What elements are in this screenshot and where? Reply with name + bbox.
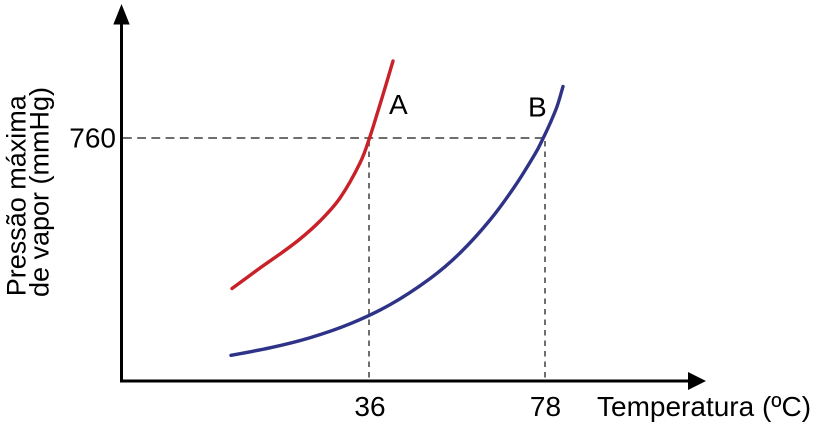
svg-text:Temperatura (ºC): Temperatura (ºC)	[597, 391, 811, 422]
svg-text:760: 760	[69, 123, 116, 154]
svg-text:Pressão máxima de vapor (m: Pressão máxima de vapor (mmHg)	[2, 87, 55, 297]
svg-text:78: 78	[530, 391, 561, 422]
svg-text:A: A	[389, 89, 408, 120]
svg-text:36: 36	[354, 391, 385, 422]
svg-text:B: B	[528, 92, 547, 123]
